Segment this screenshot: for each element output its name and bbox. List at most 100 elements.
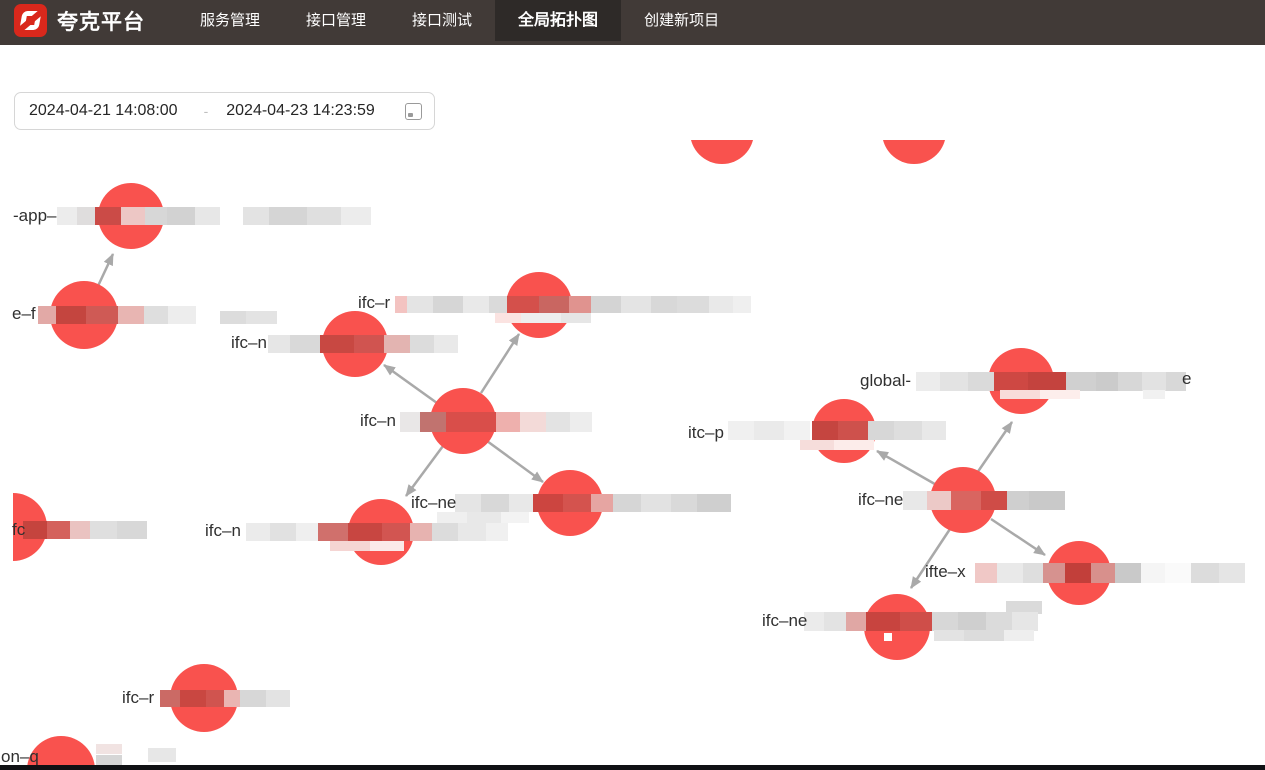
redacted-blur-band — [591, 296, 621, 313]
node-label: ifc–ne — [762, 611, 808, 630]
quark-logo-icon — [14, 4, 47, 37]
redacted-blur-band — [539, 296, 569, 313]
redacted-blur-band — [382, 523, 410, 541]
redacted-blur-band — [800, 440, 834, 450]
redacted-blur-band — [994, 372, 1028, 391]
date-start-value[interactable]: 2024-04-21 14:08:00 — [29, 102, 178, 119]
nav-item-1[interactable]: 服务管理 — [200, 12, 261, 29]
redacted-blur-band — [455, 494, 481, 512]
redacted-blur-band — [754, 421, 784, 440]
redacted-blur-band — [1004, 630, 1034, 641]
nav-item-4[interactable]: 全局拓扑图 — [495, 0, 622, 41]
redacted-blur-band — [1143, 390, 1165, 399]
redacted-blur-band — [981, 491, 1007, 510]
redacted-blur-band — [433, 296, 463, 313]
redacted-blur-band — [677, 296, 709, 313]
redacted-blur-band — [1118, 372, 1142, 391]
redacted-blur-band — [651, 296, 677, 313]
redacted-blur-band — [269, 207, 307, 225]
redacted-blur-band — [95, 207, 121, 225]
bottom-edge-bar — [0, 765, 1265, 770]
graph-edge — [479, 333, 521, 394]
redacted-blur-band — [410, 335, 434, 353]
redacted-blur-band — [57, 207, 77, 225]
redacted-blur-band — [1091, 563, 1115, 583]
redacted-blur-band — [951, 491, 981, 510]
redacted-blur-band — [838, 421, 868, 440]
redacted-blur-band — [246, 311, 277, 324]
redacted-blur-band — [569, 296, 591, 313]
redacted-blur-band — [1115, 563, 1141, 583]
redacted-blur-band — [884, 633, 892, 641]
nav-item-3[interactable]: 接口测试 — [412, 12, 473, 29]
redacted-blur-band — [1043, 563, 1065, 583]
top-navbar: 夸克平台 服务管理 接口管理 接口测试 全局拓扑图 创建新项目 — [0, 0, 1265, 45]
redacted-blur-band — [195, 207, 220, 225]
redacted-blur-band — [1023, 563, 1043, 583]
redacted-blur-band — [341, 207, 371, 225]
redacted-blur-band — [728, 421, 754, 440]
redacted-blur-band — [563, 494, 591, 512]
node-label: e — [1182, 369, 1192, 388]
redacted-blur-band — [570, 412, 592, 432]
redacted-blur-band — [268, 335, 290, 353]
redacted-blur-band — [621, 296, 651, 313]
redacted-blur-band — [224, 690, 240, 707]
redacted-blur-band — [968, 372, 994, 391]
nav-item-5[interactable]: 创建新项目 — [644, 12, 720, 29]
node-label: ifc–ne — [858, 490, 904, 509]
redacted-blur-band — [927, 491, 951, 510]
redacted-blur-band — [812, 421, 838, 440]
calendar-icon[interactable] — [405, 102, 422, 120]
date-end-value[interactable]: 2024-04-23 14:23:59 — [226, 102, 375, 119]
redacted-blur-band — [432, 523, 458, 541]
redacted-blur-band — [641, 494, 671, 512]
redacted-blur-band — [1141, 563, 1165, 583]
redacted-blur-band — [400, 412, 420, 432]
redacted-blur-band — [370, 541, 404, 551]
redacted-blur-band — [348, 523, 382, 541]
app-title: 夸克平台 — [57, 10, 145, 34]
redacted-blur-band — [975, 563, 997, 583]
redacted-blur-band — [934, 630, 964, 641]
redacted-blur-band — [246, 523, 270, 541]
topology-canvas[interactable]: -app– e–f ifc–n ifc–n ifc–r ifc–ne ifc–n fc itc–… — [0, 140, 1265, 770]
redacted-blur-band — [144, 306, 168, 324]
redacted-blur-band — [354, 335, 384, 353]
redacted-blur-band — [47, 521, 70, 539]
redacted-blur-band — [38, 306, 56, 324]
node-label: ifc–n — [360, 411, 396, 430]
redacted-blur-band — [496, 412, 520, 432]
redacted-blur-band — [330, 541, 370, 551]
redacted-blur-band — [804, 612, 824, 631]
nav-item-2[interactable]: 接口管理 — [306, 12, 367, 29]
redacted-blur-band — [384, 335, 410, 353]
redacted-blur-band — [997, 563, 1023, 583]
redacted-blur-band — [434, 335, 458, 353]
redacted-blur-band — [824, 612, 846, 631]
redacted-blur-band — [70, 521, 90, 539]
graph-edge — [909, 528, 952, 589]
redacted-blur-band — [168, 306, 196, 324]
redacted-blur-band — [148, 748, 176, 762]
date-range-picker[interactable]: 2024-04-21 14:08:00 - 2024-04-23 14:23:5… — [14, 92, 435, 130]
graph-edge — [975, 421, 1014, 474]
node-label: ifc–r — [358, 293, 391, 312]
redacted-blur-band — [167, 207, 195, 225]
redacted-blur-band — [180, 690, 206, 707]
redacted-blur-band — [90, 521, 117, 539]
node-label: ifc–r — [122, 688, 155, 707]
graph-edge — [486, 439, 544, 484]
redacted-blur-band — [23, 521, 47, 539]
redacted-blur-band — [546, 412, 570, 432]
redacted-blur-band — [903, 491, 927, 510]
node-label: ifc–n — [205, 521, 241, 540]
redacted-blur-band — [145, 207, 167, 225]
redacted-blur-band — [1029, 491, 1065, 510]
graph-edge — [876, 449, 941, 489]
redacted-blur-band — [1219, 563, 1245, 583]
node-label: ifc–n — [231, 333, 267, 352]
redacted-blur-band — [709, 296, 733, 313]
redacted-blur-band — [458, 523, 486, 541]
